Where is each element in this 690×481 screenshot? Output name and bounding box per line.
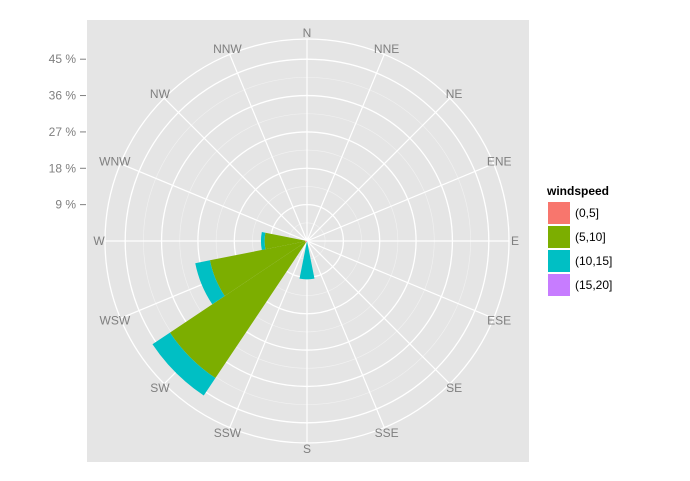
radial-tick-label: 9 %	[55, 198, 76, 212]
grid-spoke	[306, 240, 385, 428]
bar-segment-w-3	[260, 232, 266, 250]
direction-label-ne: NE	[446, 87, 463, 101]
radial-tick-label: 18 %	[49, 161, 77, 175]
direction-label-s: S	[303, 442, 311, 456]
direction-label-n: N	[303, 26, 312, 40]
bar-segment-sw-1	[305, 241, 307, 243]
bar-segment-w-2	[264, 232, 306, 250]
legend-key-3	[548, 250, 570, 272]
direction-label-ssw: SSW	[214, 426, 242, 440]
radial-tick-label: 45 %	[49, 52, 77, 66]
bars-group	[152, 232, 315, 396]
direction-label-sse: SSE	[375, 426, 399, 440]
direction-label-nne: NNE	[374, 42, 399, 56]
legend-label-3: (10,15]	[575, 254, 612, 268]
direction-label-sw: SW	[150, 381, 170, 395]
grid-spoke	[229, 54, 308, 242]
grid-spoke	[306, 97, 451, 242]
bar-segment-wsw-1	[305, 241, 307, 243]
bar-segment-wsw-3	[195, 260, 225, 305]
legend: windspeed (0,5] (5,10] (10,15] (15,20]	[546, 184, 612, 296]
bar-segment-sw-2	[169, 242, 306, 379]
radial-tick-label: 27 %	[49, 125, 77, 139]
direction-label-w: W	[93, 234, 105, 248]
grid-spoke	[163, 97, 308, 242]
grid-spoke	[306, 163, 494, 242]
radial-tick-label: 36 %	[49, 89, 77, 103]
bar-segment-s-3	[299, 241, 315, 280]
grid-spoke	[306, 240, 451, 385]
radial-tick-labels: 9 % 18 % 27 % 36 % 45 %	[49, 52, 86, 212]
grid-spoke	[306, 54, 385, 242]
direction-labels: N NNE NE ENE E ESE SE SSE S SSW SW WSW W WNW NW NNW	[93, 26, 519, 456]
grid-spoke	[306, 240, 494, 319]
grid-spoke	[120, 163, 308, 242]
bar-segment-w-1	[304, 240, 307, 242]
legend-title: windspeed	[546, 184, 609, 198]
direction-label-se: SE	[446, 381, 462, 395]
legend-key-1	[548, 202, 570, 224]
bar-segment-sw-3	[152, 332, 216, 396]
legend-key-4	[548, 274, 570, 296]
direction-label-wnw: WNW	[99, 154, 131, 168]
bar-segment-wsw-2	[209, 241, 306, 296]
grid-spoke	[229, 240, 308, 428]
legend-label-4: (15,20]	[575, 278, 612, 292]
legend-label-1: (0,5]	[575, 206, 599, 220]
legend-key-2	[548, 226, 570, 248]
direction-label-nnw: NNW	[213, 42, 242, 56]
legend-label-2: (5,10]	[575, 230, 606, 244]
direction-label-e: E	[511, 234, 519, 248]
direction-label-ene: ENE	[487, 154, 512, 168]
direction-label-nw: NW	[150, 87, 171, 101]
direction-label-ese: ESE	[487, 314, 511, 328]
direction-label-wsw: WSW	[100, 314, 131, 328]
